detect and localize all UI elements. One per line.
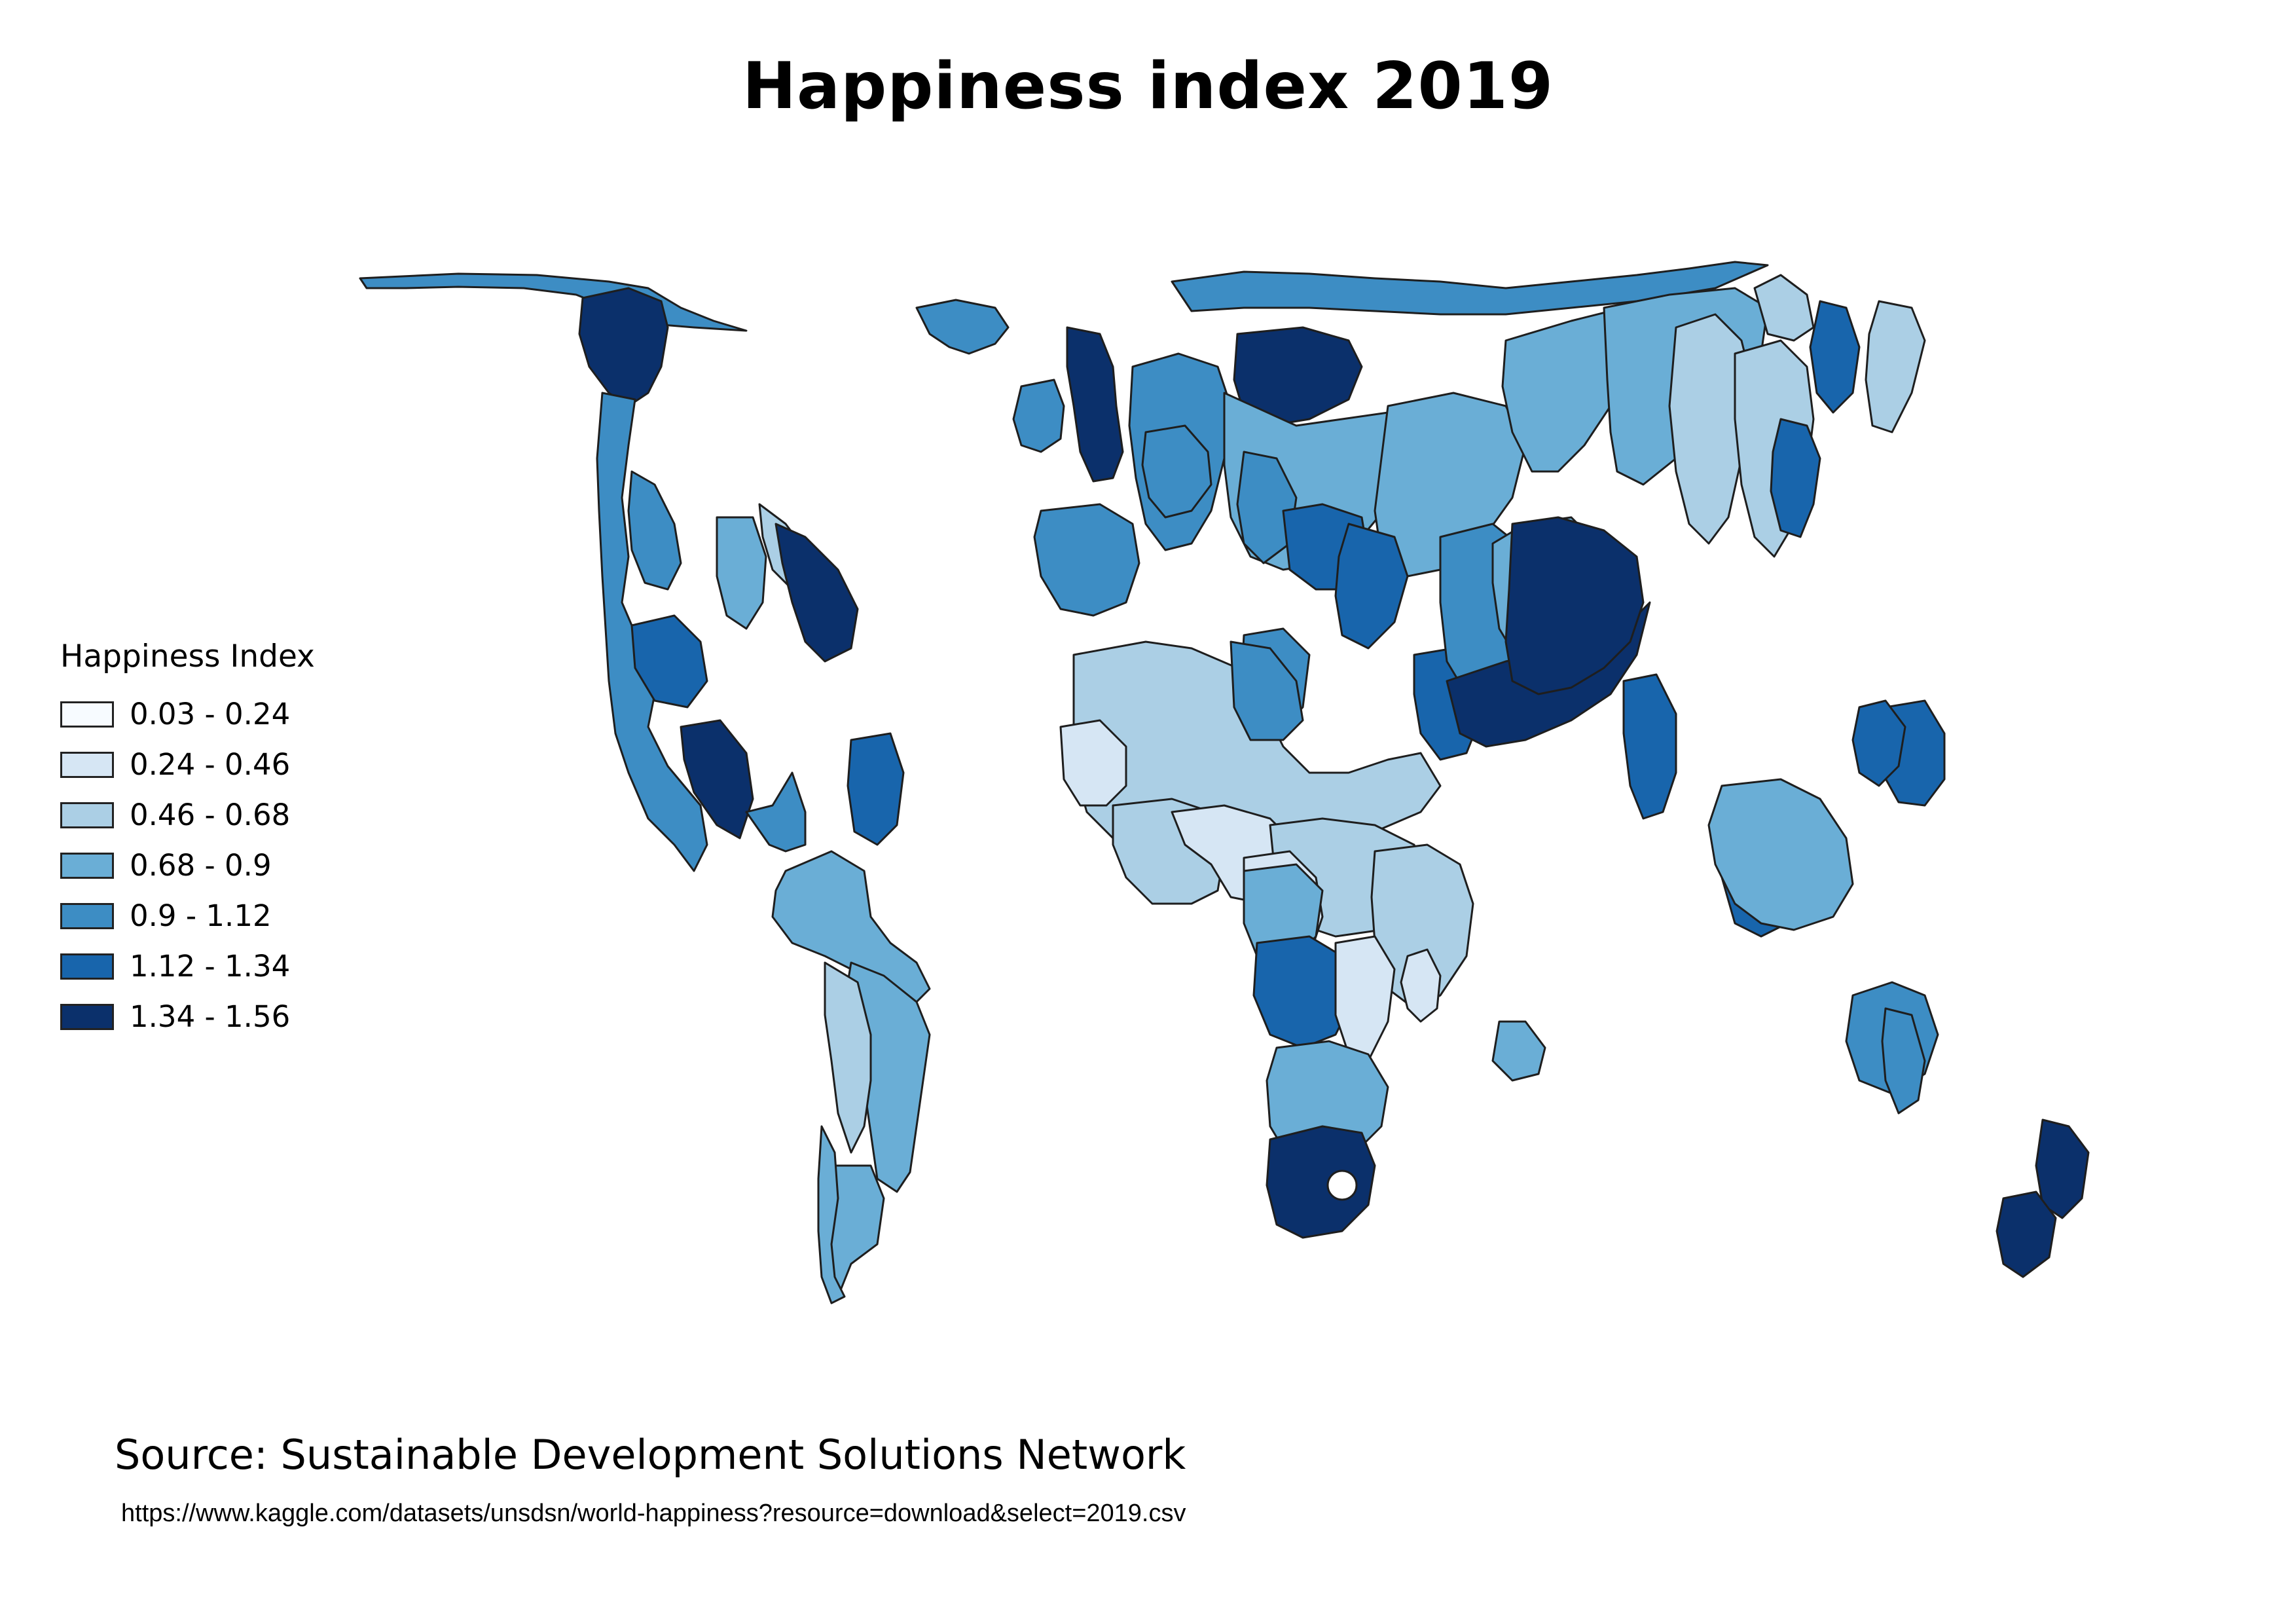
map-title: Happiness index 2019 (742, 49, 1554, 124)
legend-label: 0.68 - 0.9 (130, 848, 272, 883)
region-alaska (359, 272, 748, 332)
region-usa-d (716, 516, 767, 630)
region-uk (1066, 326, 1124, 483)
region-south-africa (1266, 1125, 1376, 1239)
legend-swatch (60, 802, 114, 828)
region-morocco (1059, 719, 1127, 807)
region-lesotho (1326, 1170, 1358, 1201)
region-zambia (1252, 935, 1357, 1049)
legend-swatch (60, 701, 114, 728)
region-new-zealand-south (1995, 1190, 2057, 1278)
region-mozambique (1334, 935, 1396, 1062)
legend-label: 1.34 - 1.56 (130, 999, 291, 1034)
region-australia-east (1881, 1007, 1926, 1115)
region-pacific-island (1851, 699, 1906, 787)
region-kazakhstan (1668, 313, 1756, 545)
legend-entry: 1.12 - 1.34 (60, 941, 315, 991)
region-chile (817, 1125, 846, 1304)
region-japan (1809, 300, 1861, 414)
legend-swatch (60, 852, 114, 879)
region-germany (1236, 451, 1298, 564)
region-usa-a (627, 470, 682, 591)
legend-label: 0.46 - 0.68 (130, 798, 291, 832)
region-balkans (1334, 523, 1409, 650)
legend-entry: 1.34 - 1.56 (60, 991, 315, 1042)
region-madagascar (1400, 948, 1442, 1023)
region-france (1141, 424, 1212, 519)
region-usa-west (596, 392, 708, 872)
region-usa-c (680, 719, 754, 840)
source-credit: Source: Sustainable Development Solution… (115, 1431, 1186, 1479)
legend-title: Happiness Index (60, 638, 315, 674)
region-new-zealand-north (2035, 1118, 2090, 1219)
region-canada (578, 287, 669, 407)
legend-swatch (60, 751, 114, 778)
region-south-america-south (830, 1164, 885, 1298)
legend-entry: 0.24 - 0.46 (60, 739, 315, 790)
region-south-asia (1622, 673, 1677, 820)
legend-swatch (60, 1003, 114, 1030)
legend-label: 0.03 - 0.24 (130, 697, 291, 731)
region-persian-gulf (1504, 516, 1645, 695)
legend-label: 0.24 - 0.46 (130, 747, 291, 782)
legend-entry: 0.68 - 0.9 (60, 840, 315, 891)
region-spain (1033, 503, 1140, 617)
region-east-africa (1370, 843, 1474, 1010)
legend-swatch (60, 902, 114, 929)
legend-entry: 0.03 - 0.24 (60, 689, 315, 739)
region-usa-b (630, 614, 708, 709)
region-norway (1233, 326, 1363, 427)
legend-swatch (60, 953, 114, 980)
legend-entry: 0.9 - 1.12 (60, 891, 315, 941)
legend-entry: 0.46 - 0.68 (60, 790, 315, 840)
map-legend: Happiness Index 0.03 - 0.24 0.24 - 0.46 … (60, 638, 315, 1042)
region-south-america-mid (824, 961, 872, 1154)
region-iceland (915, 299, 1010, 355)
region-caribbean (847, 732, 905, 846)
region-indonesia (1707, 778, 1854, 931)
legend-label: 0.9 - 1.12 (130, 898, 272, 933)
region-ireland (1012, 378, 1065, 453)
region-usa-east (774, 523, 859, 663)
region-east-asia-east (1865, 300, 1926, 434)
region-korea (1770, 418, 1821, 538)
legend-label: 1.12 - 1.34 (130, 949, 291, 984)
region-egypt (1230, 640, 1304, 741)
region-scandinavia (1171, 261, 1769, 316)
source-url: https://www.kaggle.com/datasets/unsdsn/w… (121, 1500, 1186, 1527)
region-mauritius (1491, 1020, 1546, 1082)
region-central-america (745, 771, 807, 853)
